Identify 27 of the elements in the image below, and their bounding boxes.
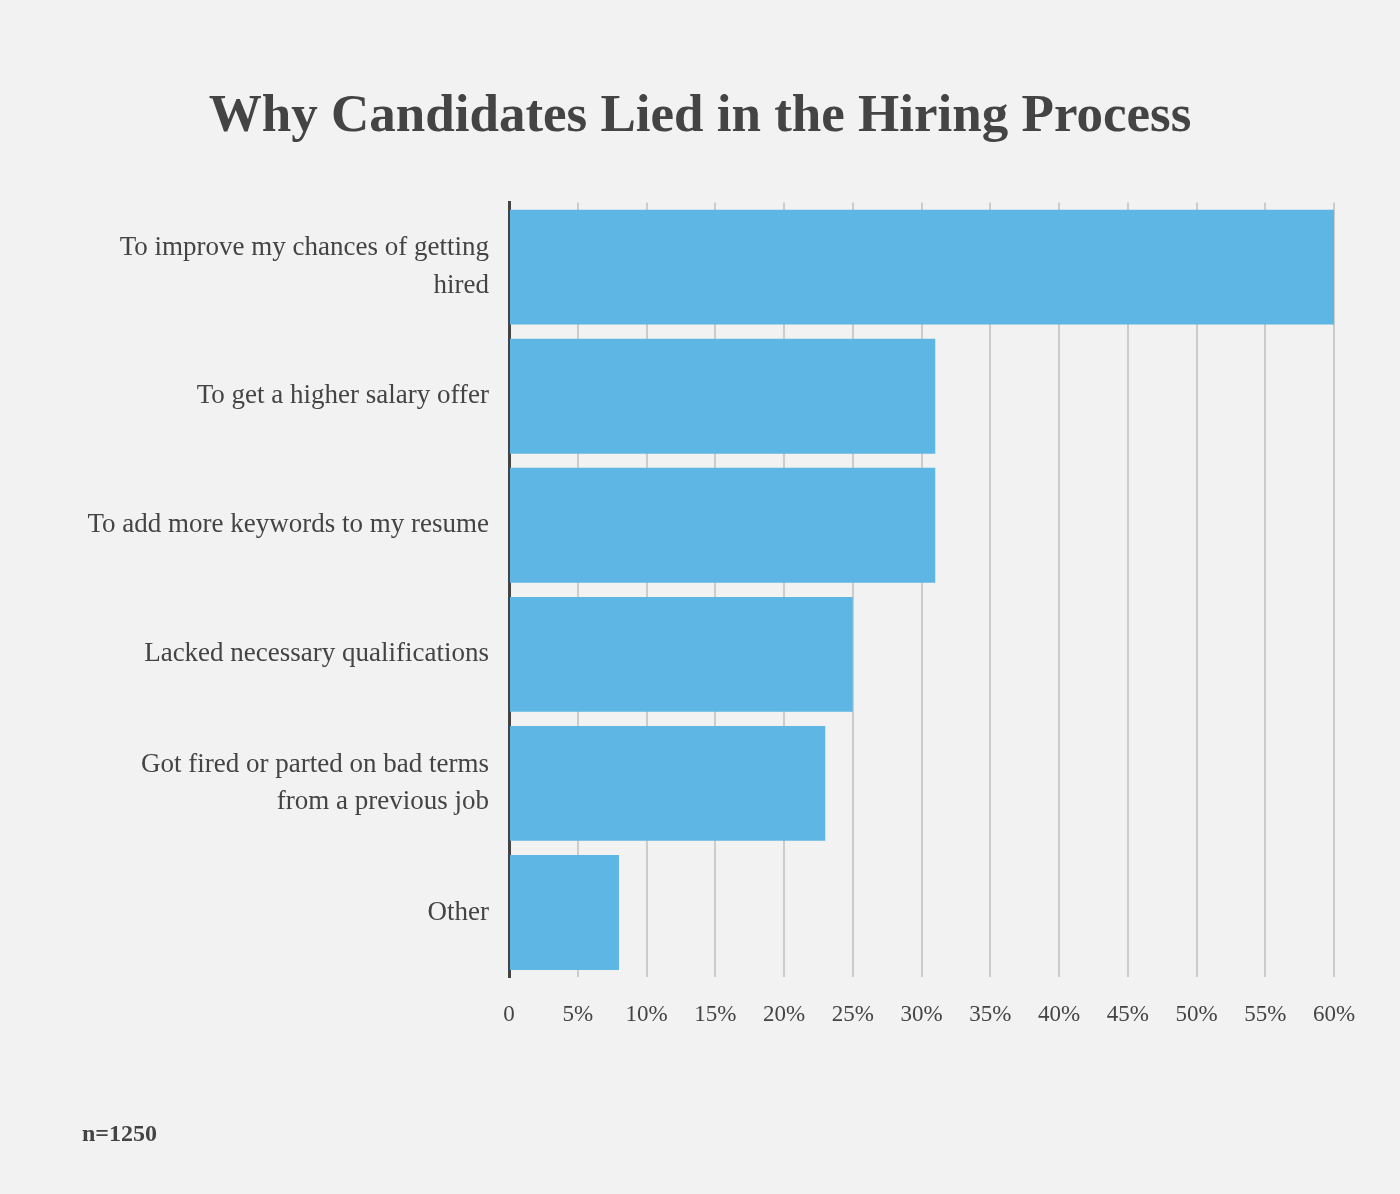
bar bbox=[510, 596, 853, 712]
x-tick-label: 10% bbox=[625, 1000, 668, 1026]
x-tick-label: 20% bbox=[762, 1000, 806, 1026]
y-tick-label: To add more keywords to my resume bbox=[87, 508, 489, 539]
x-tick-label: 25% bbox=[831, 1000, 874, 1026]
y-tick-label: Lacked necessary qualifications bbox=[144, 637, 489, 668]
x-tick-label: 55% bbox=[1244, 1000, 1287, 1026]
x-tick-label: 45% bbox=[1106, 1000, 1149, 1026]
x-tick-label: 60% bbox=[1312, 1000, 1356, 1026]
bar bbox=[510, 338, 936, 454]
x-tick-label: 30% bbox=[900, 1000, 943, 1026]
y-tick-label: To improve my chances of getting hired bbox=[119, 231, 490, 300]
x-tick-label: 40% bbox=[1037, 1000, 1081, 1026]
x-tick-label: 50% bbox=[1175, 1000, 1218, 1026]
x-tick-label: 5% bbox=[562, 1000, 594, 1026]
y-tick-label: To get a higher salary offer bbox=[196, 379, 489, 410]
bar bbox=[510, 725, 826, 841]
bar bbox=[510, 209, 1334, 325]
bar bbox=[510, 855, 619, 970]
x-tick-label: 35% bbox=[969, 1000, 1012, 1026]
chart-title: Why Candidates Lied in the Hiring Process bbox=[208, 84, 1192, 143]
y-tick-label: Other bbox=[427, 895, 489, 926]
x-tick-label: 15% bbox=[694, 1000, 737, 1026]
text: n=1250 bbox=[82, 1120, 158, 1146]
y-tick-label: Got fired or parted on bad terms from a previous job bbox=[141, 747, 489, 816]
x-tick-label: 0 bbox=[503, 1000, 515, 1026]
bar bbox=[510, 467, 936, 583]
